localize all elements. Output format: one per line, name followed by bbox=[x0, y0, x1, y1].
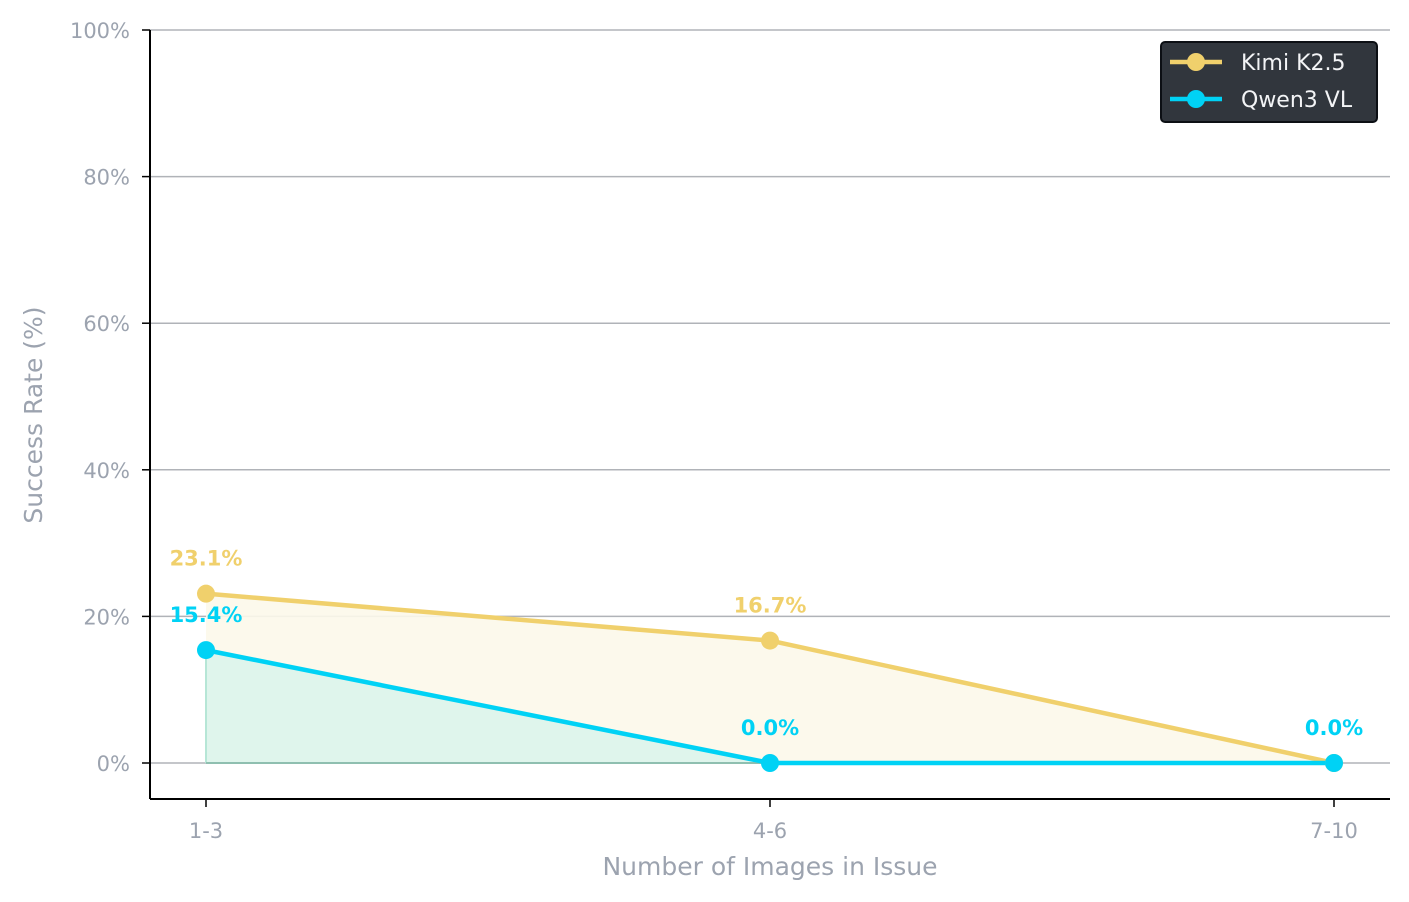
data-point bbox=[761, 754, 779, 772]
y-axis-title: Success Rate (%) bbox=[19, 306, 48, 523]
y-axis-ticks: 0% 20% 40% 60% 80% 100% bbox=[70, 19, 150, 776]
data-label: 0.0% bbox=[741, 716, 799, 740]
legend-label: Kimi K2.5 bbox=[1241, 51, 1346, 76]
data-point bbox=[197, 584, 215, 603]
y-tick-label: 80% bbox=[83, 166, 130, 190]
data-point bbox=[1325, 754, 1343, 772]
x-tick-label: 7-10 bbox=[1310, 819, 1358, 843]
y-tick-label: 40% bbox=[83, 459, 130, 483]
data-label: 16.7% bbox=[734, 594, 807, 618]
x-axis-ticks: 1-3 4-6 7-10 bbox=[189, 799, 1358, 843]
area-fills bbox=[205, 593, 1334, 764]
data-labels: 23.1% 16.7% 15.4% 0.0% 0.0% bbox=[170, 547, 1364, 740]
y-tick-label: 20% bbox=[83, 605, 130, 629]
series-points bbox=[197, 584, 1343, 772]
legend-swatch-marker bbox=[1187, 53, 1205, 71]
legend: Kimi K2.5 Qwen3 VL bbox=[1160, 41, 1378, 123]
legend-label: Qwen3 VL bbox=[1241, 88, 1353, 113]
x-axis-title: Number of Images in Issue bbox=[602, 852, 937, 881]
x-tick-label: 4-6 bbox=[753, 819, 787, 843]
x-tick-label: 1-3 bbox=[189, 819, 223, 843]
data-point bbox=[197, 641, 215, 660]
legend-swatch-marker bbox=[1187, 90, 1205, 108]
y-tick-label: 0% bbox=[97, 752, 130, 776]
y-tick-label: 100% bbox=[70, 19, 130, 43]
data-point bbox=[761, 631, 779, 650]
data-label: 23.1% bbox=[170, 547, 243, 571]
series-fill-1 bbox=[206, 650, 1334, 763]
y-tick-label: 60% bbox=[83, 312, 130, 336]
data-label: 15.4% bbox=[170, 603, 243, 627]
data-label: 0.0% bbox=[1305, 716, 1363, 740]
